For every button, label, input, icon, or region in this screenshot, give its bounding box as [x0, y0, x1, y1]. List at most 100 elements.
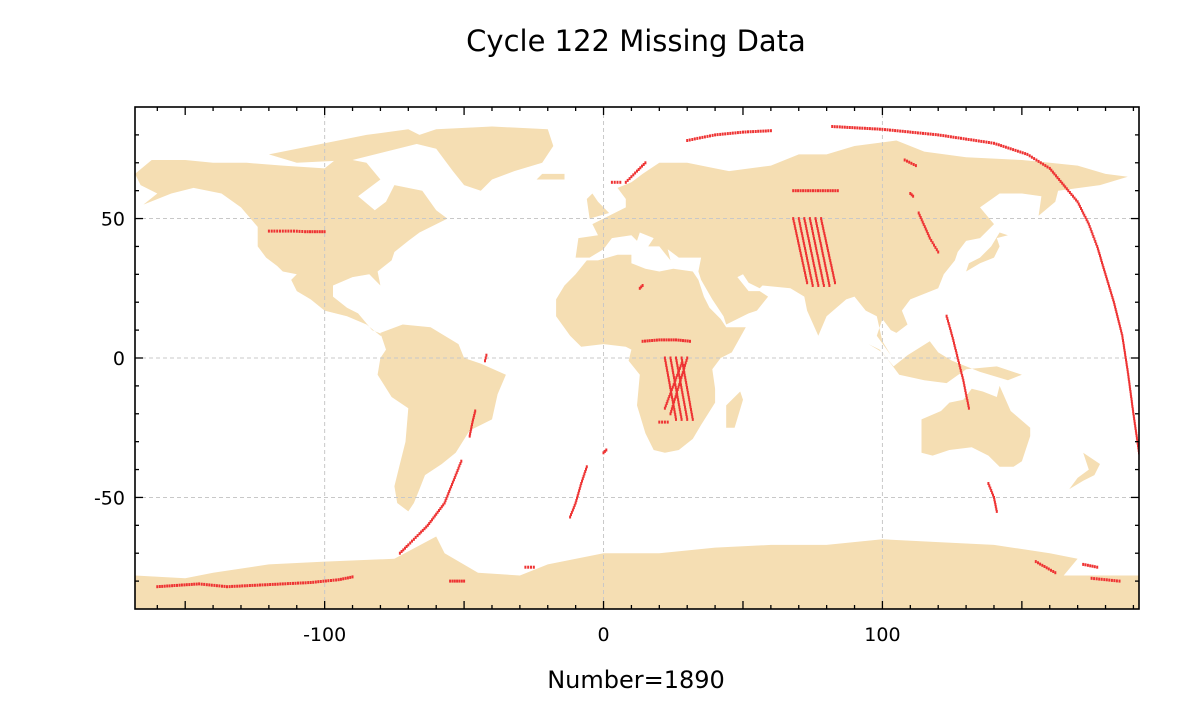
missing-point-track-13 [995, 509, 998, 513]
missing-point-track-11 [818, 264, 821, 268]
missing-point-track-1 [470, 427, 473, 431]
missing-point-track-8 [965, 137, 968, 141]
missing-point-track-8 [1136, 441, 1139, 445]
missing-point-track-8 [1094, 240, 1097, 243]
missing-point-track-8 [947, 134, 950, 138]
missing-point-track-8 [1030, 155, 1033, 159]
missing-point-track-8 [952, 135, 955, 139]
missing-point-track-3 [339, 577, 342, 581]
missing-point-track-13 [945, 314, 948, 318]
missing-point-track-8 [1065, 187, 1068, 191]
missing-point-track-11 [809, 219, 812, 223]
missing-point-track-10 [665, 366, 668, 370]
land-new-zealand [1069, 452, 1100, 490]
missing-point-track-11 [793, 222, 796, 225]
missing-point-track-7 [754, 130, 757, 133]
missing-point-track-10 [682, 368, 685, 372]
missing-point-track-2 [455, 471, 458, 475]
missing-point-track-11 [804, 224, 807, 228]
missing-point-track-2 [453, 476, 456, 479]
missing-point-track-10 [681, 373, 684, 377]
missing-point-track-1 [468, 434, 471, 438]
missing-point-track-8 [1058, 178, 1061, 181]
missing-point-track-13 [946, 317, 949, 321]
missing-point-track-8 [1035, 158, 1038, 162]
missing-point-track-11 [828, 284, 831, 287]
missing-point-track-11 [811, 254, 814, 258]
missing-point-track-9 [663, 338, 666, 342]
missing-point-track-13 [954, 346, 957, 350]
missing-point-track-11 [811, 281, 814, 285]
missing-point-track-10 [664, 359, 667, 362]
missing-point-track-5 [605, 448, 608, 452]
missing-point-track-9 [667, 338, 670, 342]
missing-point-track-12 [931, 241, 934, 245]
missing-point-track-7 [696, 136, 699, 140]
missing-point-track-8 [1126, 368, 1129, 371]
missing-point-track-11 [807, 236, 810, 240]
missing-point-track-11 [822, 229, 825, 233]
missing-point-track-8 [1130, 397, 1133, 401]
missing-point-track-4 [456, 579, 459, 583]
missing-point-track-10 [669, 359, 672, 362]
missing-point-track-3 [344, 576, 347, 580]
missing-point-track-8 [967, 138, 970, 141]
missing-point-track-11 [826, 246, 829, 250]
missing-point-track-8 [1118, 324, 1121, 328]
missing-point-track-8 [1115, 312, 1118, 316]
missing-point-track-8 [1072, 194, 1074, 198]
missing-point-track-11 [817, 229, 820, 233]
missing-point-track-3 [158, 585, 161, 588]
missing-point-track-3 [203, 582, 206, 586]
missing-point-track-3 [256, 583, 259, 587]
missing-point-track-11 [815, 249, 818, 253]
missing-point-track-5 [603, 449, 606, 453]
missing-point-track-8 [1055, 174, 1057, 178]
missing-point-track-8 [1108, 284, 1110, 288]
missing-point-track-3 [241, 584, 244, 588]
missing-point-track-13 [964, 389, 967, 392]
missing-point-track-11 [822, 281, 825, 285]
missing-point-track-11 [813, 264, 816, 268]
missing-point-track-10 [678, 373, 681, 377]
missing-point-track-8 [1134, 426, 1137, 430]
missing-point-track-8 [1127, 377, 1130, 381]
missing-point-track-8 [1118, 322, 1121, 326]
missing-point-track-7 [731, 131, 734, 135]
missing-point-track-3 [221, 584, 223, 588]
missing-point-track-14 [1118, 579, 1121, 583]
missing-point-track-14 [1105, 578, 1108, 582]
missing-point-track-2 [452, 478, 455, 482]
missing-point-track-11 [810, 224, 813, 228]
missing-point-track-8 [924, 132, 927, 136]
missing-point-track-2 [425, 525, 428, 529]
missing-point-track-11 [803, 217, 806, 221]
missing-point-track-0 [323, 230, 326, 234]
missing-point-track-11 [806, 234, 809, 238]
missing-point-track-8 [1128, 385, 1131, 389]
missing-point-track-11 [831, 189, 834, 193]
missing-point-track-11 [818, 236, 821, 240]
missing-point-track-9 [638, 286, 641, 290]
missing-point-track-14 [1110, 578, 1113, 582]
missing-point-track-11 [822, 254, 825, 258]
missing-point-track-11 [810, 276, 813, 280]
missing-point-track-8 [1112, 300, 1115, 304]
missing-point-track-11 [813, 236, 815, 240]
missing-point-track-0 [281, 229, 284, 233]
missing-point-track-8 [937, 133, 940, 137]
missing-point-track-11 [816, 254, 819, 258]
missing-point-track-8 [901, 129, 904, 133]
missing-point-track-13 [949, 326, 952, 330]
land-australia [921, 385, 1031, 467]
missing-point-track-3 [309, 581, 312, 584]
missing-point-track-11 [804, 246, 806, 250]
missing-point-track-11 [797, 241, 800, 245]
missing-point-track-8 [1093, 237, 1096, 241]
missing-point-track-0 [276, 229, 279, 233]
missing-point-track-11 [819, 189, 822, 193]
missing-point-track-9 [663, 420, 666, 424]
missing-point-track-11 [825, 269, 828, 273]
missing-point-track-7 [742, 130, 744, 134]
